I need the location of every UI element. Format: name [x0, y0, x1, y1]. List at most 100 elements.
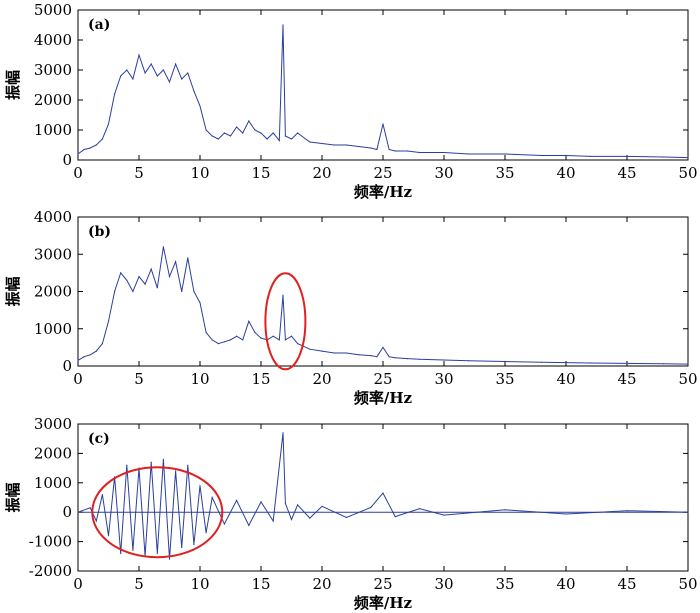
chart-panel-3: 0 5 10 15 20 25 30 35 40 45 50 -2000 -1000 0 1000 2000 3… — [4, 415, 698, 612]
data-point — [95, 144, 97, 146]
data-point — [309, 141, 311, 143]
data-point — [223, 341, 225, 343]
data-point — [217, 138, 219, 140]
data-point — [663, 156, 665, 158]
data-point — [467, 153, 469, 155]
x-tick-label: 20 — [312, 164, 331, 182]
x-tick-label: 40 — [556, 370, 575, 388]
x-tick-label: 15 — [251, 575, 270, 593]
x-tick-label: 10 — [190, 164, 209, 182]
data-point — [388, 356, 390, 358]
data-point — [242, 132, 244, 134]
data-point — [223, 523, 225, 525]
data-point — [278, 139, 280, 142]
data-point — [138, 276, 140, 278]
data-point — [370, 355, 372, 357]
data-point — [229, 339, 232, 341]
x-tick-label: 40 — [556, 164, 575, 182]
y-tick-label: 4000 — [34, 208, 72, 226]
data-point — [443, 359, 445, 361]
data-point — [120, 75, 122, 77]
y-tick-label: -1000 — [29, 533, 72, 551]
data-point — [77, 359, 79, 361]
data-point — [236, 499, 238, 501]
y-tick-label: 2000 — [34, 91, 72, 109]
data-point — [150, 461, 152, 463]
data-point — [89, 147, 91, 149]
data-point — [388, 148, 390, 151]
data-point — [626, 510, 628, 512]
data-point — [282, 294, 284, 296]
data-point — [144, 283, 146, 285]
plot-frame — [77, 423, 689, 572]
data-point — [419, 151, 421, 154]
data-point — [229, 135, 232, 137]
data-point — [187, 72, 189, 74]
data-point — [260, 132, 262, 134]
data-point — [211, 339, 213, 341]
y-tick-label: 3000 — [34, 61, 72, 79]
data-point — [150, 63, 152, 65]
panel-label: (c) — [88, 431, 110, 447]
data-point — [321, 350, 323, 352]
data-point — [297, 343, 299, 345]
data-point — [272, 520, 274, 522]
data-point — [333, 352, 335, 354]
data-point — [394, 357, 396, 359]
data-point — [217, 343, 219, 345]
data-point — [321, 142, 323, 145]
y-axis-title: 振幅 — [4, 276, 22, 306]
data-point — [107, 123, 110, 125]
data-point — [345, 144, 347, 146]
data-point — [687, 157, 689, 159]
data-point — [126, 279, 128, 281]
data-point — [284, 502, 286, 504]
data-point — [132, 549, 134, 552]
data-point — [126, 464, 128, 466]
y-tick-label: 3000 — [34, 245, 72, 263]
y-tick-label: 2000 — [34, 283, 72, 301]
data-point — [175, 470, 177, 472]
data-point — [382, 492, 384, 494]
data-point — [419, 358, 421, 360]
data-point — [394, 150, 396, 152]
x-tick-label: 45 — [617, 370, 636, 388]
data-point — [565, 513, 567, 515]
data-point — [89, 507, 91, 509]
data-point — [187, 464, 189, 466]
data-point — [290, 518, 293, 521]
x-tick-label: 50 — [678, 575, 697, 593]
data-point — [162, 246, 164, 248]
data-point — [199, 485, 201, 487]
data-point — [541, 154, 543, 157]
data-point — [248, 120, 250, 122]
x-tick-label: 45 — [617, 164, 636, 182]
data-point — [376, 148, 378, 151]
data-point — [162, 458, 164, 460]
data-point — [101, 494, 103, 496]
data-point — [589, 362, 592, 364]
data-point — [181, 290, 183, 293]
x-tick-label: 25 — [373, 575, 392, 593]
data-point — [205, 129, 207, 131]
series-line — [77, 24, 689, 159]
data-point — [181, 546, 183, 549]
data-point — [199, 105, 201, 107]
x-tick-label: 0 — [73, 164, 83, 182]
plot-frame — [77, 9, 689, 161]
data-point — [211, 496, 213, 499]
y-tick-label: 1000 — [34, 320, 72, 338]
data-point — [687, 511, 689, 513]
y-tick-label: 0 — [62, 357, 72, 375]
x-tick-label: 35 — [495, 575, 514, 593]
data-point — [626, 362, 628, 364]
data-point — [272, 335, 274, 337]
data-point — [406, 358, 408, 360]
data-point — [565, 362, 567, 364]
plot-frame — [77, 216, 689, 367]
y-tick-label: -2000 — [29, 562, 72, 580]
highlight-ellipse — [91, 466, 224, 559]
data-point — [309, 348, 311, 350]
data-point — [89, 354, 91, 356]
